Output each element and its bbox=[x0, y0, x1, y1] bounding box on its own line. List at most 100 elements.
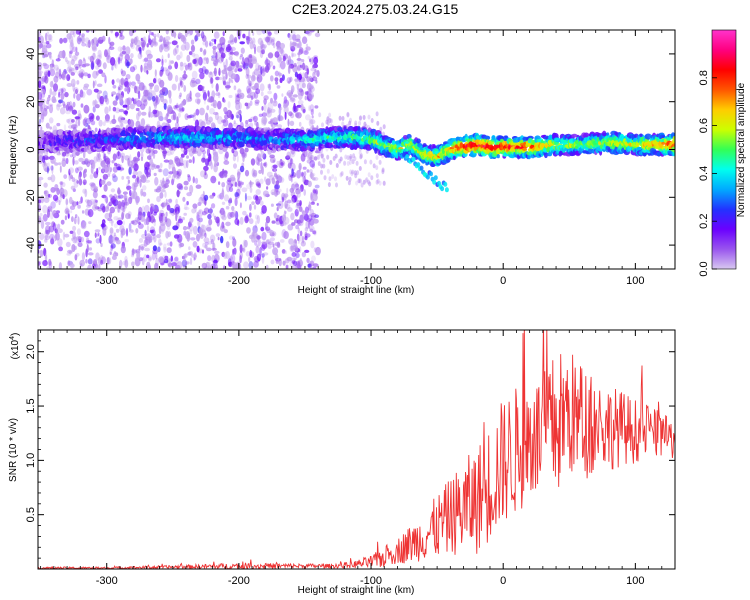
noise-cell bbox=[221, 214, 227, 221]
noise-cell bbox=[205, 119, 211, 125]
noise-cell bbox=[155, 58, 161, 63]
noise-cell bbox=[314, 184, 320, 189]
noise-cell bbox=[141, 257, 145, 266]
noise-cell bbox=[65, 198, 69, 206]
noise-cell bbox=[213, 57, 219, 67]
noise-cell bbox=[263, 103, 267, 112]
noise-cell bbox=[232, 236, 235, 240]
noise-cell bbox=[223, 99, 226, 103]
noise-cell bbox=[128, 81, 132, 87]
noise-cell bbox=[249, 203, 252, 212]
noise-cell bbox=[74, 116, 81, 120]
noise-cell bbox=[181, 107, 185, 112]
noise-cell bbox=[364, 178, 368, 184]
ridge-cell bbox=[416, 138, 421, 144]
noise-cell bbox=[234, 36, 238, 44]
noise-cell bbox=[270, 189, 276, 196]
noise-cell bbox=[95, 115, 100, 121]
noise-cell bbox=[241, 187, 248, 193]
noise-cell bbox=[357, 178, 361, 184]
noise-cell bbox=[97, 232, 100, 237]
noise-cell bbox=[148, 256, 152, 262]
noise-cell bbox=[288, 238, 294, 245]
noise-cell bbox=[167, 231, 171, 238]
noise-cell bbox=[183, 62, 187, 68]
noise-cell bbox=[69, 230, 74, 234]
noise-cell bbox=[112, 100, 118, 106]
noise-cell bbox=[158, 168, 163, 173]
noise-cell bbox=[276, 85, 281, 89]
noise-cell bbox=[223, 194, 230, 202]
noise-cell bbox=[125, 213, 131, 220]
noise-cell bbox=[124, 259, 129, 269]
noise-cell bbox=[226, 179, 232, 185]
noise-cell bbox=[104, 49, 108, 58]
noise-cell bbox=[149, 84, 153, 90]
noise-cell bbox=[120, 122, 124, 130]
noise-cell bbox=[62, 151, 67, 157]
noise-cell bbox=[106, 181, 112, 186]
noise-cell bbox=[314, 105, 319, 109]
noise-cell bbox=[260, 66, 263, 75]
noise-cell bbox=[191, 254, 197, 258]
noise-cell bbox=[307, 56, 310, 60]
noise-cell bbox=[254, 170, 258, 177]
noise-cell bbox=[308, 105, 311, 112]
noise-cell bbox=[80, 263, 83, 267]
noise-cell bbox=[76, 180, 79, 184]
noise-cell bbox=[51, 96, 56, 103]
noise-cell bbox=[317, 161, 321, 167]
noise-cell bbox=[40, 220, 45, 229]
noise-cell bbox=[301, 36, 308, 44]
noise-cell bbox=[308, 94, 314, 98]
noise-cell bbox=[291, 252, 297, 257]
noise-cell bbox=[48, 34, 53, 41]
noise-cell bbox=[274, 70, 280, 77]
noise-cell bbox=[83, 104, 90, 114]
noise-cell bbox=[220, 52, 226, 59]
noise-cell bbox=[85, 30, 90, 33]
noise-cell bbox=[255, 245, 260, 254]
noise-cell bbox=[110, 30, 113, 34]
noise-cell bbox=[78, 173, 81, 181]
noise-cell bbox=[286, 199, 292, 204]
noise-cell bbox=[196, 57, 202, 66]
noise-cell bbox=[56, 67, 60, 74]
noise-cell bbox=[354, 120, 358, 126]
noise-cell bbox=[135, 197, 139, 205]
noise-cell bbox=[162, 213, 166, 219]
noise-cell bbox=[256, 253, 262, 262]
noise-cell bbox=[275, 180, 280, 186]
noise-cell bbox=[312, 266, 317, 269]
noise-cell bbox=[305, 114, 311, 121]
noise-cell bbox=[295, 188, 301, 195]
noise-cell bbox=[97, 153, 101, 159]
noise-cell bbox=[287, 162, 292, 169]
noise-cell bbox=[363, 159, 367, 165]
noise-cell bbox=[149, 159, 153, 166]
noise-cell bbox=[131, 182, 138, 191]
noise-cell bbox=[294, 112, 300, 118]
noise-cell bbox=[147, 234, 153, 244]
noise-cell bbox=[54, 162, 59, 166]
noise-cell bbox=[297, 234, 304, 242]
noise-cell bbox=[124, 87, 128, 92]
noise-cell bbox=[146, 63, 153, 71]
noise-cell bbox=[66, 83, 73, 87]
noise-cell bbox=[294, 209, 299, 217]
noise-cell bbox=[74, 51, 80, 56]
noise-cell bbox=[239, 216, 244, 225]
noise-cell bbox=[286, 59, 290, 66]
noise-cell bbox=[255, 189, 261, 195]
noise-cell bbox=[69, 50, 73, 54]
noise-cell bbox=[209, 108, 215, 115]
noise-cell bbox=[245, 67, 250, 77]
noise-cell bbox=[66, 59, 69, 65]
noise-cell bbox=[258, 113, 263, 118]
noise-cell bbox=[115, 228, 120, 233]
noise-cell bbox=[155, 188, 161, 193]
noise-cell bbox=[302, 72, 306, 80]
noise-cell bbox=[129, 58, 133, 65]
noise-cell bbox=[375, 179, 379, 185]
noise-cell bbox=[76, 80, 80, 85]
